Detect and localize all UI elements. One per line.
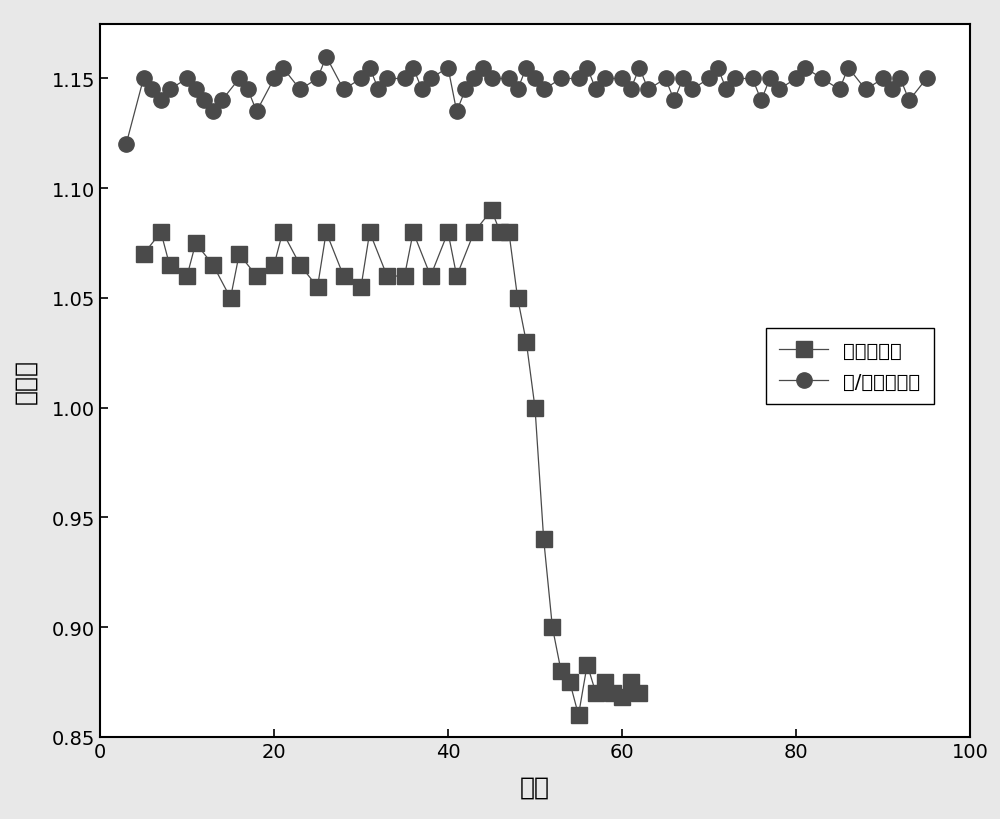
钓碳催化剂 xyxy=(590,688,602,698)
钓碳催化剂 xyxy=(399,272,411,282)
钓碳催化剂 xyxy=(633,688,645,698)
钓/销碳催化剂 xyxy=(120,140,132,150)
钓碳催化剂 xyxy=(312,283,324,292)
Legend: 钓碳催化剂, 钓/销碳催化剂: 钓碳催化剂, 钓/销碳催化剂 xyxy=(766,328,934,405)
钓碳催化剂 xyxy=(233,250,245,260)
钓碳催化剂 xyxy=(599,677,611,687)
钓碳催化剂 xyxy=(468,228,480,238)
钓碳催化剂 xyxy=(529,403,541,413)
钓碳催化剂 xyxy=(407,228,419,238)
钓碳催化剂 xyxy=(503,228,515,238)
钓碳催化剂 xyxy=(538,535,550,545)
钓/销碳催化剂 xyxy=(921,75,933,84)
钓/销碳催化剂 xyxy=(320,52,332,62)
钓碳催化剂 xyxy=(616,693,628,703)
钓碳催化剂 xyxy=(294,260,306,270)
钓碳催化剂 xyxy=(338,272,350,282)
钓碳催化剂 xyxy=(277,228,289,238)
钓碳催化剂 xyxy=(190,239,202,249)
钓碳催化剂 xyxy=(555,667,567,676)
钓碳催化剂 xyxy=(546,622,558,632)
钓碳催化剂 xyxy=(207,260,219,270)
钓/销碳催化剂 xyxy=(216,97,228,106)
Line: 钓碳催化剂: 钓碳催化剂 xyxy=(136,203,647,723)
钓碳催化剂 xyxy=(520,337,532,347)
钓碳催化剂 xyxy=(607,688,619,698)
钓碳催化剂 xyxy=(564,677,576,687)
钓碳催化剂 xyxy=(425,272,437,282)
钓碳催化剂 xyxy=(494,228,506,238)
钓/销碳催化剂 xyxy=(381,75,393,84)
X-axis label: 次数: 次数 xyxy=(520,775,550,799)
Line: 钓/销碳催化剂: 钓/销碳催化剂 xyxy=(118,50,934,153)
钓碳催化剂 xyxy=(251,272,263,282)
钓/销碳催化剂 xyxy=(312,75,324,84)
钓碳催化剂 xyxy=(572,710,584,720)
钓碳催化剂 xyxy=(355,283,367,292)
钓/销碳催化剂 xyxy=(572,75,584,84)
钓碳催化剂 xyxy=(442,228,454,238)
钓碳催化剂 xyxy=(138,250,150,260)
钓碳催化剂 xyxy=(225,294,237,304)
钓/销碳催化剂 xyxy=(790,75,802,84)
钓碳催化剂 xyxy=(268,260,280,270)
钓碳催化剂 xyxy=(512,294,524,304)
钓碳催化剂 xyxy=(181,272,193,282)
钓碳催化剂 xyxy=(381,272,393,282)
钓碳催化剂 xyxy=(164,260,176,270)
钓碳催化剂 xyxy=(320,228,332,238)
钓碳催化剂 xyxy=(155,228,167,238)
钓碳催化剂 xyxy=(364,228,376,238)
Y-axis label: 催化剂: 催化剂 xyxy=(14,359,38,403)
钓/销碳催化剂 xyxy=(799,64,811,74)
钓碳催化剂 xyxy=(451,272,463,282)
钓碳催化剂 xyxy=(486,206,498,216)
钓碳催化剂 xyxy=(581,660,593,670)
钓碳催化剂 xyxy=(625,677,637,687)
